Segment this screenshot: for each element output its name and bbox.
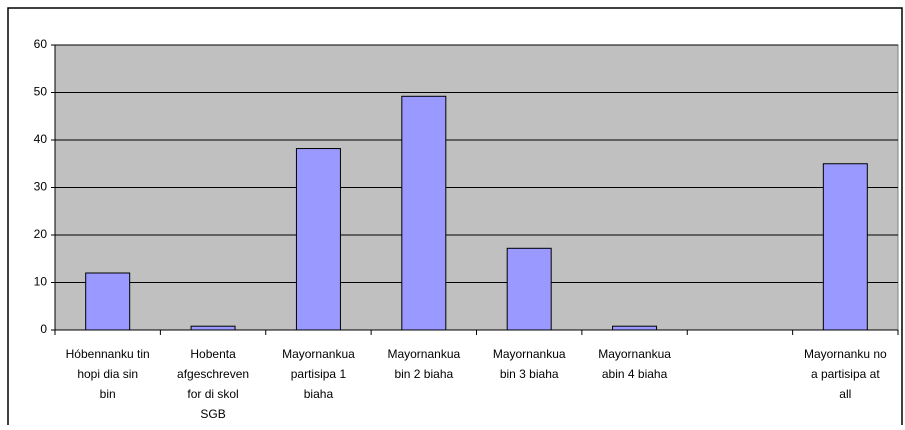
- x-tick-label: Mayornankua abin 4 biaha: [598, 347, 671, 381]
- x-tick-label: Mayornankua bin 3 biaha: [493, 347, 566, 381]
- x-tick-label: Hóbennanku tin hopi dia sin bin: [66, 347, 150, 401]
- y-tick-label: 30: [34, 180, 48, 194]
- y-tick-label: 40: [34, 132, 48, 146]
- bar: [190, 325, 236, 331]
- bar: [612, 325, 658, 331]
- y-tick-label: 60: [34, 37, 48, 51]
- bar: [822, 163, 868, 331]
- bar: [401, 95, 447, 331]
- x-tick-label: Mayornankua bin 2 biaha: [387, 347, 460, 381]
- y-tick-label: 20: [34, 227, 48, 241]
- y-tick-label: 10: [34, 275, 48, 289]
- bar: [295, 148, 341, 331]
- y-tick-label: 0: [40, 322, 47, 336]
- x-tick-label: Mayornankua partisipa 1 biaha: [282, 347, 355, 401]
- x-tick-label: Mayornanku no a partisipa at all: [804, 347, 887, 401]
- bar: [85, 272, 131, 331]
- y-tick-label: 50: [34, 85, 48, 99]
- bar: [506, 247, 552, 331]
- x-tick-label: Hobenta afgeschreven for di skol SGB: [177, 347, 249, 421]
